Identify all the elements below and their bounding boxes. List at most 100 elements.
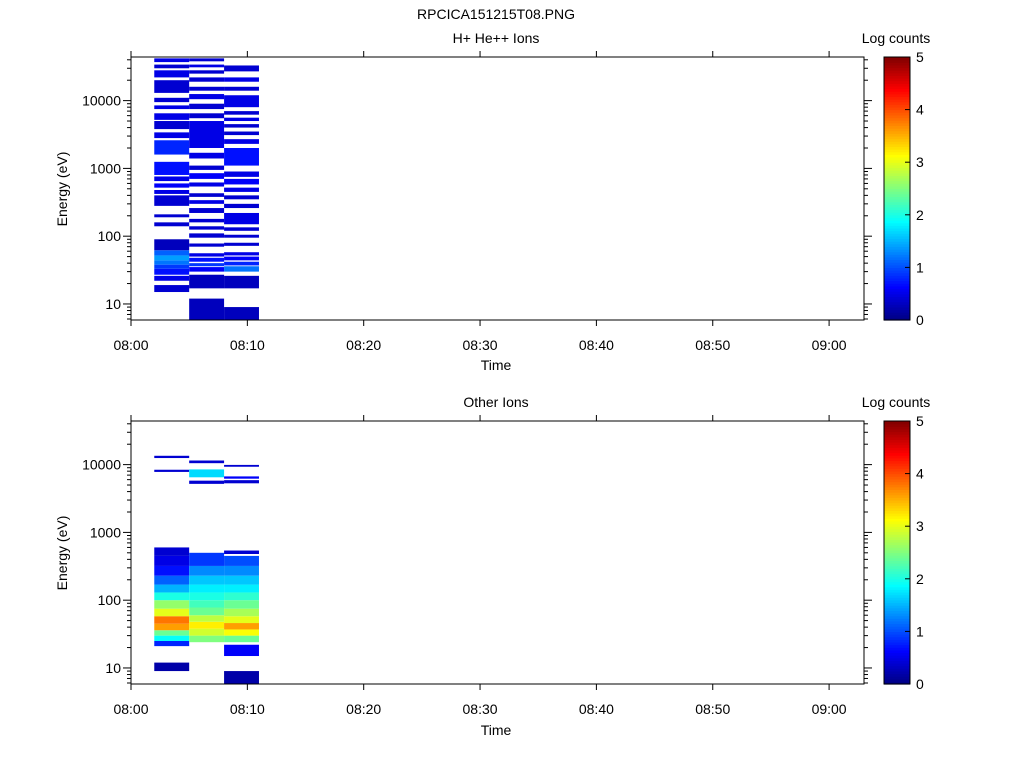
colorbar-segment [884, 177, 910, 182]
x-tick-label: 08:40 [579, 701, 614, 717]
colorbar-segment [884, 591, 910, 596]
colorbar-segment [884, 193, 910, 197]
spectrogram-cell [189, 480, 225, 484]
colorbar-tick-label: 4 [916, 102, 924, 118]
colorbar-segment [884, 222, 910, 226]
spectrogram-cell [154, 455, 190, 459]
colorbar-segment [884, 476, 910, 480]
spectrogram-cell [154, 58, 190, 63]
colorbar-segment [884, 652, 910, 656]
colorbar-segment [884, 499, 910, 504]
x-tick-label: 08:20 [346, 701, 381, 717]
colorbar-segment [884, 96, 910, 100]
colorbar-segment [884, 494, 910, 498]
colorbar-segment [884, 602, 910, 606]
colorbar-segment [884, 128, 910, 132]
spectrogram-cell [154, 97, 190, 103]
colorbar-segment [884, 557, 910, 561]
y-tick-label: 10000 [82, 93, 121, 109]
x-axis-label: Time [481, 357, 512, 373]
spectrogram-cell [154, 70, 190, 78]
spectrogram-cell [189, 469, 225, 478]
colorbar-segment [884, 573, 910, 577]
colorbar-segment [884, 560, 910, 564]
colorbar-segment [884, 230, 910, 234]
colorbar-tick-label: 5 [916, 413, 924, 429]
colorbar-segment [884, 256, 910, 261]
colorbar-segment [884, 143, 910, 148]
colorbar-segment [884, 293, 910, 297]
colorbar-segment [884, 647, 910, 651]
colorbar-segment [884, 183, 910, 187]
x-tick-label: 09:00 [812, 337, 847, 353]
spectrogram-cell [224, 592, 259, 601]
spectrogram-cell [154, 640, 190, 647]
colorbar-segment [884, 576, 910, 580]
colorbar-segment [884, 452, 910, 456]
spectrogram-cell [154, 239, 190, 251]
spectrogram-cell [224, 261, 259, 266]
colorbar-segment [884, 125, 910, 129]
colorbar-segment [884, 436, 910, 441]
colorbar-segment [884, 304, 910, 308]
spectrogram-cell [154, 255, 190, 261]
y-tick-label: 100 [98, 228, 122, 244]
colorbar-segment [884, 291, 910, 295]
colorbar-segment [884, 241, 910, 245]
colorbar-segment [884, 641, 910, 646]
spectrogram-cell [154, 195, 190, 206]
colorbar-segment [884, 288, 910, 292]
spectrogram-cell [224, 584, 259, 593]
colorbar-segment [884, 243, 910, 247]
colorbar-segment [884, 589, 910, 593]
spectrogram-cell [224, 550, 259, 555]
colorbar-segment [884, 264, 910, 268]
colorbar-tick-label: 3 [916, 518, 924, 534]
spectrogram-cell [189, 200, 225, 204]
colorbar-segment [884, 515, 910, 519]
colorbar-segment [884, 428, 910, 433]
spectrogram-cell [224, 234, 259, 238]
y-tick-label: 100 [98, 592, 122, 608]
spectrogram-cell [154, 623, 190, 631]
colorbar-segment [884, 673, 910, 677]
colorbar-segment [884, 605, 910, 609]
spectrogram-cell [154, 264, 190, 269]
colorbar-segment [884, 164, 910, 169]
colorbar-segment [884, 586, 910, 590]
spectrogram-cell [224, 555, 259, 566]
colorbar-frame [883, 56, 911, 321]
colorbar-segment [884, 275, 910, 279]
colorbar-segment [884, 518, 910, 522]
colorbar-segment [884, 578, 910, 583]
spectrogram-cell [189, 257, 225, 262]
colorbar-segment [884, 233, 910, 237]
spectrogram-cell [224, 171, 259, 177]
spectrogram-cell [189, 64, 225, 68]
colorbar-segment [884, 146, 910, 150]
spectrogram-cell [189, 233, 225, 238]
spectrogram-cell [154, 662, 190, 672]
colorbar-segment [884, 149, 910, 153]
spectrogram-cell [154, 222, 190, 227]
spectrogram-cell [224, 77, 259, 82]
spectrogram-cell [224, 111, 259, 115]
colorbar-segment [884, 484, 910, 488]
colorbar-segment [884, 607, 910, 611]
colorbar-segment [884, 117, 910, 121]
colorbar-segment [884, 280, 910, 284]
colorbar-segment [884, 151, 910, 155]
colorbar-segment [884, 657, 910, 661]
colorbar: 0 1 2 3 4 5 [883, 49, 924, 328]
spectrogram-cell [154, 584, 190, 593]
colorbar-segment [884, 670, 910, 675]
spectrogram-cell [154, 190, 190, 194]
colorbar-segment [884, 623, 910, 627]
colorbar-segment [884, 620, 910, 625]
colorbar-segment [884, 618, 910, 622]
colorbar-segment [884, 114, 910, 119]
colorbar-segment [884, 196, 910, 200]
colorbar-segment [884, 317, 910, 321]
spectrogram-cell [189, 565, 225, 576]
